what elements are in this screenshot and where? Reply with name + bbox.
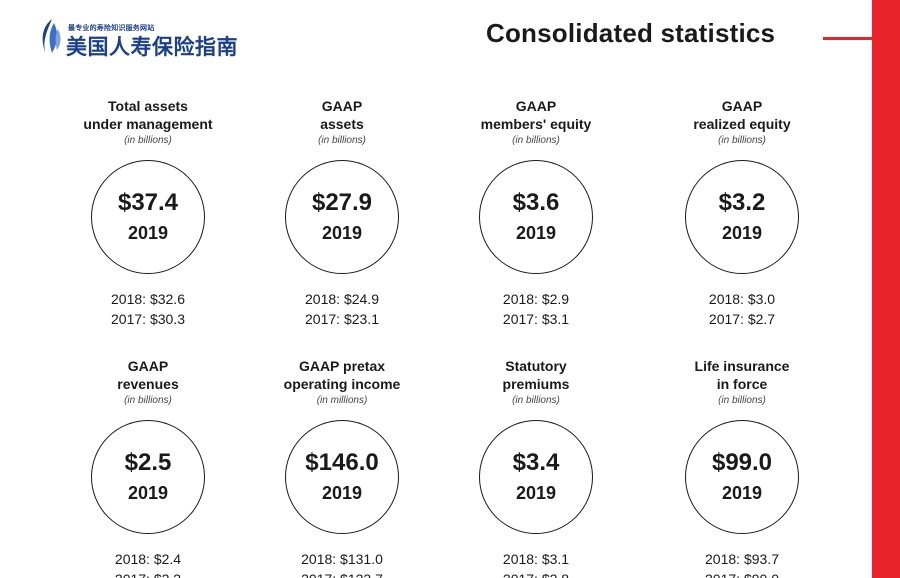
- stat-value: $3.6: [512, 189, 560, 216]
- stat-circle: $3.2 2019: [685, 160, 799, 274]
- history-2017: 2017: $3.1: [502, 311, 570, 327]
- brand-tagline: 最专业的寿险知识服务网站: [68, 25, 155, 32]
- stat-label-line: Statutory: [505, 358, 567, 374]
- stat-circle: $3.4 2019: [479, 420, 593, 534]
- stat-value: $2.5: [124, 449, 172, 476]
- brand-name: 美国人寿保险指南: [66, 34, 238, 59]
- stat-circle: $27.9 2019: [285, 160, 399, 274]
- stat-unit: (in billions): [512, 395, 560, 406]
- stat-label-line: Total assets: [108, 98, 188, 114]
- history-2017: 2017: $2.2: [53, 569, 243, 578]
- history-2017: 2017: $123.7: [247, 569, 437, 578]
- stat-label-line: members' equity: [480, 116, 592, 132]
- brand-logo[interactable]: 最专业的寿险知识服务网站 美国人寿保险指南: [38, 17, 268, 59]
- stat-unit: (in billions): [718, 395, 766, 406]
- stat-year: 2019: [515, 223, 557, 243]
- stat-history: 2018: $32.6 2017: $30.3: [53, 289, 243, 329]
- history-2018: 2018: $2.9: [502, 291, 570, 307]
- history-2018: 2018: $3.1: [502, 551, 570, 567]
- stat-label-line: in force: [716, 376, 768, 392]
- history-2018: 2018: $2.4: [114, 551, 182, 567]
- stat-year: 2019: [127, 223, 169, 243]
- red-side-bar: [872, 0, 900, 578]
- stat-label-line: GAAP: [127, 358, 169, 374]
- stat-gaap-revenues: GAAP revenues (in billions) $2.5 2019 20…: [53, 357, 243, 578]
- stat-realized-equity: GAAP realized equity (in billions) $3.2 …: [647, 97, 837, 329]
- stat-value: $146.0: [305, 449, 379, 476]
- stat-label-line: operating income: [283, 376, 401, 392]
- history-2018: 2018: $93.7: [705, 551, 779, 567]
- stat-year: 2019: [127, 483, 169, 503]
- history-2017: 2017: $2.8: [441, 569, 631, 578]
- stat-total-assets: Total assets under management (in billio…: [53, 97, 243, 329]
- stat-year: 2019: [515, 483, 557, 503]
- stat-label-line: under management: [83, 116, 213, 132]
- stat-label-line: Life insurance: [694, 358, 790, 374]
- stat-unit: (in billions): [512, 135, 560, 146]
- stat-year: 2019: [321, 483, 363, 503]
- stat-history: 2018: $93.7 2017: $90.0: [647, 549, 837, 578]
- stat-value: $3.2: [718, 189, 766, 216]
- history-2017: 2017: $30.3: [111, 311, 185, 327]
- history-2017: 2017: $23.1: [305, 311, 379, 327]
- title-rule: [823, 37, 873, 40]
- stat-gaap-assets: GAAP assets (in billions) $27.9 2019 201…: [247, 97, 437, 329]
- stat-label-line: GAAP: [721, 98, 763, 114]
- stat-value: $99.0: [711, 449, 773, 476]
- stat-unit: (in billions): [318, 135, 366, 146]
- stat-circle: $2.5 2019: [91, 420, 205, 534]
- page-title: Consolidated statistics: [486, 18, 776, 48]
- stat-history: 2018: $3.0 2017: $2.7: [647, 289, 837, 329]
- stat-label-line: GAAP pretax: [298, 358, 386, 374]
- history-2018: 2018: $3.0: [708, 291, 776, 307]
- stat-value: $27.9: [311, 189, 373, 216]
- stat-value: $37.4: [117, 189, 179, 216]
- stat-history: 2018: $3.1 2017: $2.8: [441, 549, 631, 578]
- stat-unit: (in billions): [124, 135, 172, 146]
- stat-year: 2019: [721, 223, 763, 243]
- stat-history: 2018: $131.0 2017: $123.7: [247, 549, 437, 578]
- stat-label-line: GAAP: [321, 98, 363, 114]
- stat-year: 2019: [721, 483, 763, 503]
- stat-value: $3.4: [512, 449, 560, 476]
- stat-label-line: GAAP: [515, 98, 557, 114]
- stat-unit: (in millions): [316, 395, 368, 406]
- stat-circle: $37.4 2019: [91, 160, 205, 274]
- stat-pretax-income: GAAP pretax operating income (in million…: [247, 357, 437, 578]
- stat-year: 2019: [321, 223, 363, 243]
- stat-label-line: assets: [320, 116, 364, 132]
- stat-label-line: realized equity: [693, 116, 791, 132]
- history-2018: 2018: $32.6: [111, 291, 185, 307]
- stat-circle: $146.0 2019: [285, 420, 399, 534]
- history-2017: 2017: $2.7: [708, 311, 776, 327]
- history-2018: 2018: $131.0: [301, 551, 383, 567]
- history-2017: 2017: $90.0: [647, 569, 837, 578]
- stat-history: 2018: $2.4 2017: $2.2: [53, 549, 243, 578]
- stat-unit: (in billions): [718, 135, 766, 146]
- stat-label-line: revenues: [117, 376, 179, 392]
- stat-circle: $99.0 2019: [685, 420, 799, 534]
- flame-logo-icon: [42, 19, 61, 55]
- stat-history: 2018: $24.9 2017: $23.1: [247, 289, 437, 329]
- history-2018: 2018: $24.9: [305, 291, 379, 307]
- stat-circle: $3.6 2019: [479, 160, 593, 274]
- stat-label-line: premiums: [502, 376, 570, 392]
- stat-history: 2018: $2.9 2017: $3.1: [441, 289, 631, 329]
- stat-members-equity: GAAP members' equity (in billions) $3.6 …: [441, 97, 631, 329]
- stat-life-insurance: Life insurance in force (in billions) $9…: [647, 357, 837, 578]
- stat-statutory-premiums: Statutory premiums (in billions) $3.4 20…: [441, 357, 631, 578]
- stat-unit: (in billions): [124, 395, 172, 406]
